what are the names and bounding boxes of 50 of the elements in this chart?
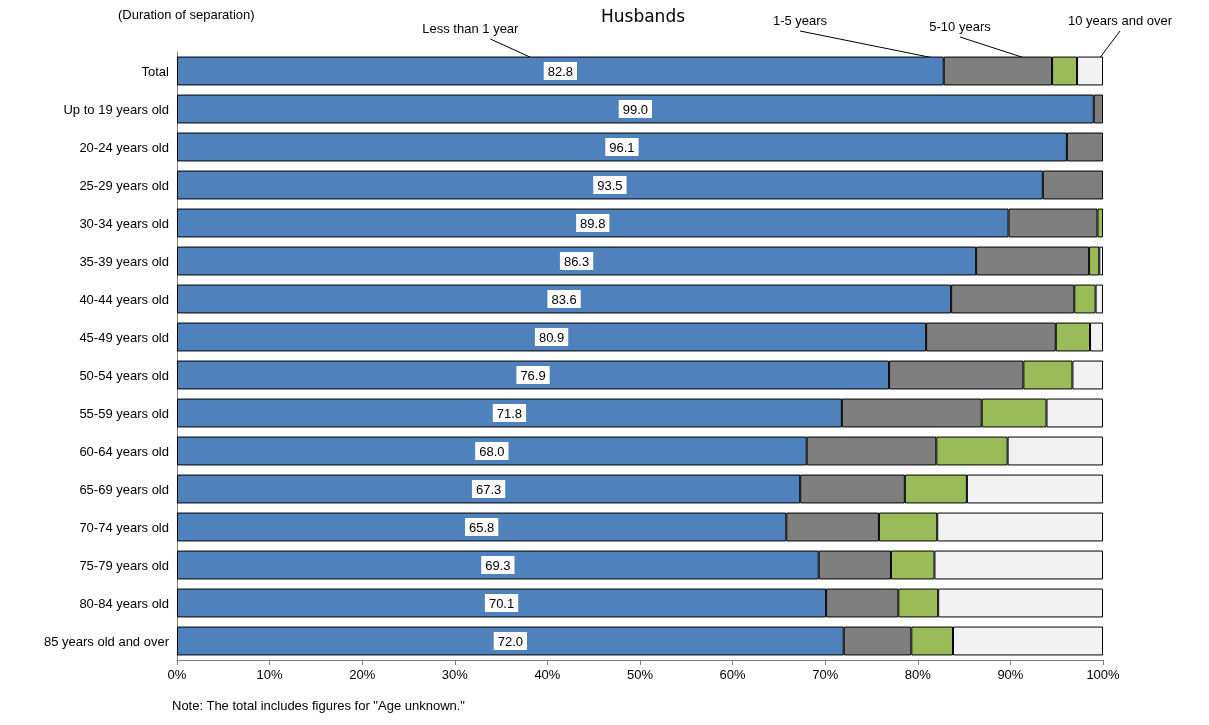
y-tick-label: Total: [141, 63, 170, 79]
series-label: Less than 1 year: [422, 21, 520, 36]
y-tick-label: 20-24 years old: [79, 139, 169, 155]
data-label: 83.6: [551, 291, 577, 307]
y-tick-label: 85 years old and over: [43, 633, 170, 649]
y-tick-label: 65-69 years old: [79, 481, 169, 497]
y-tick-label: 80-84 years old: [79, 595, 169, 611]
x-tick-label: 70%: [812, 667, 839, 682]
data-label: 69.3: [485, 557, 511, 573]
y-tick-label: 70-74 years old: [79, 519, 169, 535]
y-tick-label: 50-54 years old: [79, 367, 169, 383]
data-label: 93.5: [597, 177, 623, 193]
data-label: 82.8: [547, 63, 574, 79]
y-tick-label: Up to 19 years old: [63, 101, 169, 117]
x-tick-label: 100%: [1086, 667, 1121, 682]
data-label: 65.8: [469, 519, 495, 535]
data-label: 80.9: [538, 329, 565, 345]
y-tick-label: 60-64 years old: [79, 443, 169, 459]
data-label: 72.0: [497, 633, 524, 649]
x-tick-label: 0%: [167, 667, 187, 682]
x-tick-label: 80%: [904, 667, 932, 682]
x-tick-label: 20%: [349, 667, 376, 682]
y-tick-label: 55-59 years old: [79, 405, 169, 421]
data-label: 71.8: [496, 405, 523, 421]
x-tick-label: 40%: [534, 667, 561, 682]
y-tick-label: 45-49 years old: [79, 329, 169, 345]
x-tick-label: 50%: [626, 667, 654, 682]
data-label: 96.1: [609, 139, 635, 155]
x-tick-label: 10%: [256, 667, 284, 682]
y-tick-label: 75-79 years old: [79, 557, 169, 573]
y-tick-label: 40-44 years old: [79, 291, 169, 307]
text: 10 years and over: [1067, 13, 1173, 28]
data-label: 67.3: [475, 481, 502, 497]
data-label: 76.9: [520, 367, 546, 383]
text: 1-5 years: [772, 13, 828, 28]
x-tick-label: 90%: [997, 667, 1024, 682]
y-tick-label: 25-29 years old: [79, 177, 169, 193]
y-tick-label: 35-39 years old: [79, 253, 169, 269]
text: Note: The total includes figures for "Age unknown.": [172, 698, 466, 713]
x-tick-label: 30%: [441, 667, 469, 682]
data-label: 68.0: [479, 443, 505, 459]
legend-title: (Duration of separation): [118, 7, 255, 22]
data-label: 99.0: [622, 101, 649, 117]
data-label: 70.1: [488, 595, 515, 611]
text: 5-10 years: [929, 19, 992, 34]
chart-title: Husbands: [600, 5, 686, 26]
x-tick-label: 60%: [719, 667, 747, 682]
y-tick-label: 30-34 years old: [79, 215, 169, 231]
data-label: 89.8: [580, 215, 606, 231]
data-label: 86.3: [563, 253, 590, 269]
